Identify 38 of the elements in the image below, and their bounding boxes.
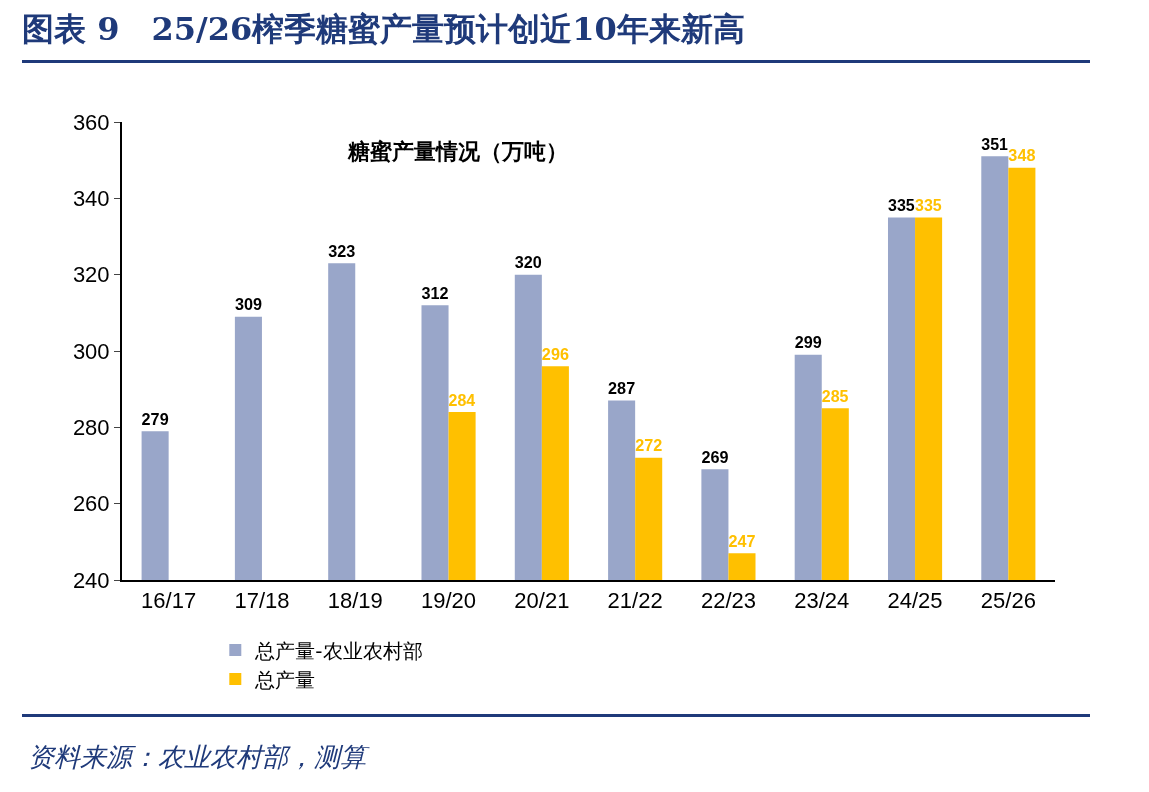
data-label: 335	[888, 197, 915, 215]
x-tick-label: 19/20	[421, 588, 477, 614]
data-label: 335	[915, 197, 942, 215]
data-label: 309	[234, 295, 262, 314]
data-label: 348	[1008, 146, 1036, 165]
x-tick-label: 20/21	[514, 588, 570, 614]
x-tick-label: 21/22	[607, 588, 663, 614]
data-label: 296	[541, 344, 569, 363]
data-label: 323	[328, 241, 356, 260]
chart-title: 图表 9 25/26榨季糖蜜产量预计创近10年来新高	[22, 9, 745, 50]
x-tick-label: 24/25	[887, 588, 943, 614]
x-tick-label: 16/17	[141, 588, 197, 614]
x-tick-label: 23/24	[794, 588, 850, 614]
y-tick-label: 320	[72, 262, 110, 288]
data-label: 247	[728, 531, 756, 550]
y-tick-label: 360	[72, 109, 110, 135]
data-label: 279	[141, 409, 169, 428]
y-tick-label: 240	[72, 567, 110, 593]
y-tick-label: 340	[72, 186, 110, 212]
data-label: 312	[421, 283, 449, 302]
data-label: 284	[448, 391, 476, 409]
data-label: 320	[514, 253, 542, 272]
x-tick-label: 25/26	[980, 588, 1036, 614]
data-label: 287	[608, 379, 636, 398]
text: 糖蜜产量情况（万吨）	[347, 138, 568, 164]
data-label: 269	[701, 447, 729, 466]
y-tick-label: 280	[72, 415, 110, 441]
data-label: 351	[981, 135, 1009, 153]
legend-label: 总产量	[254, 667, 316, 692]
y-tick-label: 260	[72, 491, 110, 517]
data-label: 285	[821, 387, 849, 405]
x-tick-label: 17/18	[234, 588, 290, 614]
x-tick-label: 22/23	[700, 588, 756, 614]
data-label: 272	[635, 436, 663, 455]
x-tick-label: 18/19	[327, 588, 383, 614]
y-tick-label: 300	[72, 338, 110, 364]
legend-label: 总产量-农业农村部	[254, 638, 423, 663]
data-label: 299	[794, 333, 822, 352]
